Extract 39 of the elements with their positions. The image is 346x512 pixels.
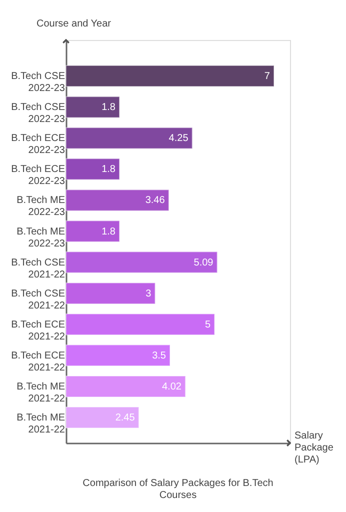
bar bbox=[66, 65, 274, 88]
data-label: 1.8 bbox=[102, 226, 116, 238]
y-tick-label: B.Tech ECE 2022-23 bbox=[11, 133, 66, 156]
y-tick-label: B.Tech CSE 2022-23 bbox=[11, 71, 66, 94]
bar bbox=[66, 127, 193, 150]
x-axis-title: Salary Package (LPA) bbox=[294, 430, 334, 466]
data-label: 5 bbox=[205, 319, 211, 330]
y-tick-label: B.Tech ECE 2022-23 bbox=[11, 164, 66, 188]
y-tick-label: B.Tech ECE 2021-22 bbox=[11, 319, 66, 342]
data-label: 2.45 bbox=[115, 412, 136, 424]
y-tick-label: B.Tech ME 2021-22 bbox=[16, 381, 66, 404]
bar bbox=[66, 375, 186, 398]
y-tick-label: B.Tech CSE 2021-22 bbox=[11, 288, 66, 312]
bar bbox=[66, 406, 140, 429]
bar bbox=[66, 220, 120, 242]
y-tick-label: B.Tech CSE 2022-23 bbox=[11, 102, 66, 126]
data-label: 3 bbox=[146, 288, 152, 300]
data-label: 1.8 bbox=[102, 102, 116, 114]
data-label: 3.5 bbox=[152, 350, 166, 362]
bar bbox=[66, 158, 120, 180]
data-label: 3.46 bbox=[145, 195, 166, 206]
bar bbox=[66, 282, 156, 304]
bar bbox=[66, 96, 120, 118]
data-label: 4.25 bbox=[168, 133, 189, 144]
bar bbox=[66, 313, 216, 336]
y-tick-label: B.Tech ME 2021-22 bbox=[16, 412, 66, 436]
text: Comparison of Salary Packages for B.Tech Courses bbox=[82, 478, 274, 501]
data-label: 5.09 bbox=[194, 257, 214, 268]
y-tick-label: B.Tech ME 2022-23 bbox=[16, 226, 66, 250]
bar bbox=[66, 344, 170, 366]
y-tick-label: B.Tech CSE 2021-22 bbox=[11, 257, 66, 280]
bar bbox=[66, 189, 170, 212]
data-label: 4.02 bbox=[162, 381, 182, 392]
y-tick-label: B.Tech ECE 2021-22 bbox=[11, 350, 66, 374]
data-label: 7 bbox=[264, 71, 270, 82]
data-label: 1.8 bbox=[102, 164, 116, 176]
y-tick-label: B.Tech ME 2022-23 bbox=[16, 195, 66, 218]
bar bbox=[66, 251, 218, 274]
y-axis-title: Course and Year bbox=[36, 18, 112, 30]
